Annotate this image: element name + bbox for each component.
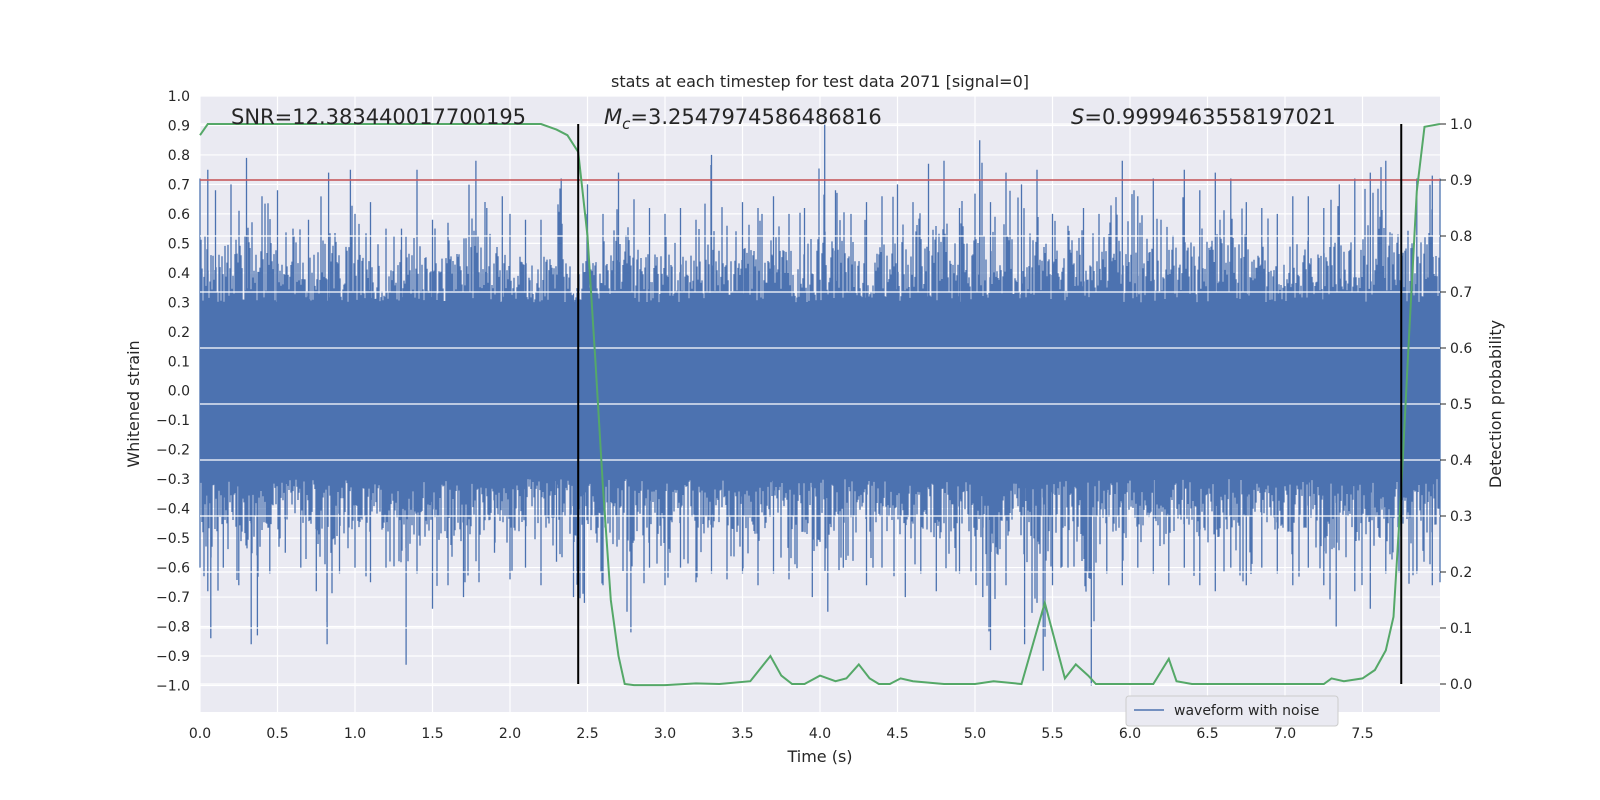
y-left-tick-label: 0.4 bbox=[168, 266, 190, 282]
x-tick-label: 1.5 bbox=[421, 726, 443, 742]
x-tick-label: 5.5 bbox=[1041, 726, 1063, 742]
axis-ticks: 0.0 0.5 1.0 1.5 2.0 2.5 3.0 3.5 4.0 4.5 5.0 5.5 6.0 6… bbox=[156, 89, 1472, 742]
y-left-tick-label: 0.1 bbox=[168, 354, 190, 370]
x-tick-label: 2.5 bbox=[576, 726, 598, 742]
y-left-tick-label: 0.9 bbox=[168, 118, 190, 134]
y-left-tick-label: −0.4 bbox=[156, 502, 190, 518]
x-tick-label: 5.0 bbox=[964, 726, 986, 742]
waveform-series bbox=[199, 119, 1441, 686]
chart-title: stats at each timestep for test data 207… bbox=[611, 72, 1029, 91]
detection-probability-line bbox=[199, 123, 1441, 687]
y-axis-right-label: Detection probability bbox=[1486, 320, 1505, 488]
y-left-tick-label: −0.6 bbox=[156, 561, 190, 577]
y-axis-left-label: Whitened strain bbox=[124, 340, 143, 467]
y-left-tick-label: −0.9 bbox=[156, 649, 190, 665]
y-left-tick-label: −0.3 bbox=[156, 472, 190, 488]
y-right-tick-label: 0.2 bbox=[1450, 565, 1472, 581]
detection-probability-series bbox=[199, 123, 1441, 687]
y-right-tick-label: 0.4 bbox=[1450, 453, 1472, 469]
waveform-core bbox=[200, 331, 1440, 450]
x-tick-label: 6.0 bbox=[1119, 726, 1141, 742]
y-right-tick-label: 0.9 bbox=[1450, 173, 1472, 189]
legend: waveform with noise bbox=[1125, 695, 1339, 727]
x-tick-label: 3.5 bbox=[731, 726, 753, 742]
y-left-tick-label: −0.2 bbox=[156, 443, 190, 459]
legend-box bbox=[1125, 695, 1339, 727]
s-annotation: S=0.9999463558197021 bbox=[1071, 105, 1336, 129]
y-left-tick-label: 0.8 bbox=[168, 148, 190, 164]
y-right-tick-label: 0.0 bbox=[1450, 677, 1472, 693]
y-left-tick-label: 0.2 bbox=[168, 325, 190, 341]
y-right-tick-label: 0.3 bbox=[1450, 509, 1472, 525]
x-tick-label: 7.5 bbox=[1351, 726, 1373, 742]
y-left-tick-label: 0.5 bbox=[168, 236, 190, 252]
x-tick-label: 6.5 bbox=[1196, 726, 1218, 742]
snr-annotation: SNR=12.383440017700195 bbox=[231, 105, 526, 129]
x-tick-label: 0.5 bbox=[266, 726, 288, 742]
x-tick-label: 4.5 bbox=[886, 726, 908, 742]
vertical-markers bbox=[577, 124, 1403, 684]
y-left-tick-label: −0.8 bbox=[156, 620, 190, 636]
x-tick-label: 7.0 bbox=[1274, 726, 1296, 742]
y-left-tick-label: −0.5 bbox=[156, 531, 190, 547]
y-left-tick-label: −0.7 bbox=[156, 590, 190, 606]
y-right-tick-label: 0.1 bbox=[1450, 621, 1472, 637]
y-left-tick-label: 0.6 bbox=[168, 207, 190, 223]
x-axis-label: Time (s) bbox=[786, 747, 852, 766]
y-left-tick-label: −1.0 bbox=[156, 678, 190, 694]
x-tick-label: 1.0 bbox=[344, 726, 366, 742]
legend-label: waveform with noise bbox=[1174, 703, 1319, 719]
s-symbol: S bbox=[1071, 105, 1084, 129]
chirp-mass-value: =3.2547974586486816 bbox=[630, 105, 881, 129]
y-left-tick-label: 1.0 bbox=[168, 89, 190, 105]
y-left-tick-label: 0.3 bbox=[168, 295, 190, 311]
chirp-mass-subscript: c bbox=[622, 115, 631, 133]
x-tick-label: 3.0 bbox=[654, 726, 676, 742]
y-right-tick-label: 1.0 bbox=[1450, 117, 1472, 133]
y-left-tick-label: 0.7 bbox=[168, 177, 190, 193]
y-left-tick-label: −0.1 bbox=[156, 413, 190, 429]
y-right-tick-label: 0.8 bbox=[1450, 229, 1472, 245]
s-value: =0.9999463558197021 bbox=[1084, 105, 1335, 129]
x-tick-label: 4.0 bbox=[809, 726, 831, 742]
x-tick-label: 2.0 bbox=[499, 726, 521, 742]
y-left-tick-label: 0.0 bbox=[168, 384, 190, 400]
chirp-mass-symbol: M bbox=[604, 105, 622, 129]
y-right-tick-label: 0.6 bbox=[1450, 341, 1472, 357]
chirp-mass-annotation: Mc=3.2547974586486816 bbox=[604, 105, 882, 133]
y-right-tick-label: 0.7 bbox=[1450, 285, 1472, 301]
y-right-tick-label: 0.5 bbox=[1450, 397, 1472, 413]
x-tick-label: 0.0 bbox=[189, 726, 211, 742]
